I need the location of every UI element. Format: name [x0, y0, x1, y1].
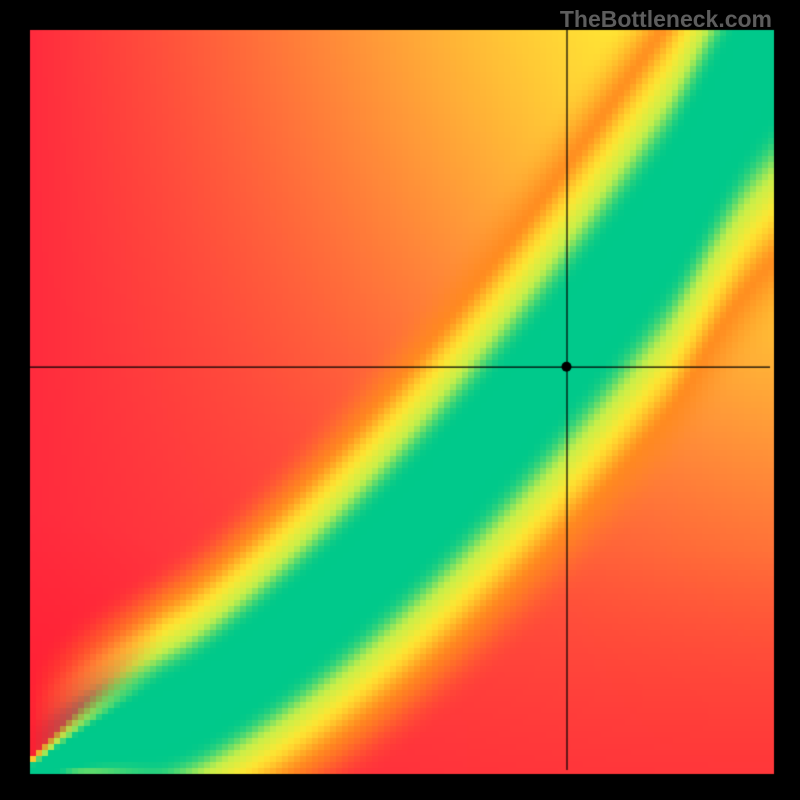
bottleneck-heatmap [0, 0, 800, 800]
watermark-text: TheBottleneck.com [560, 6, 772, 33]
